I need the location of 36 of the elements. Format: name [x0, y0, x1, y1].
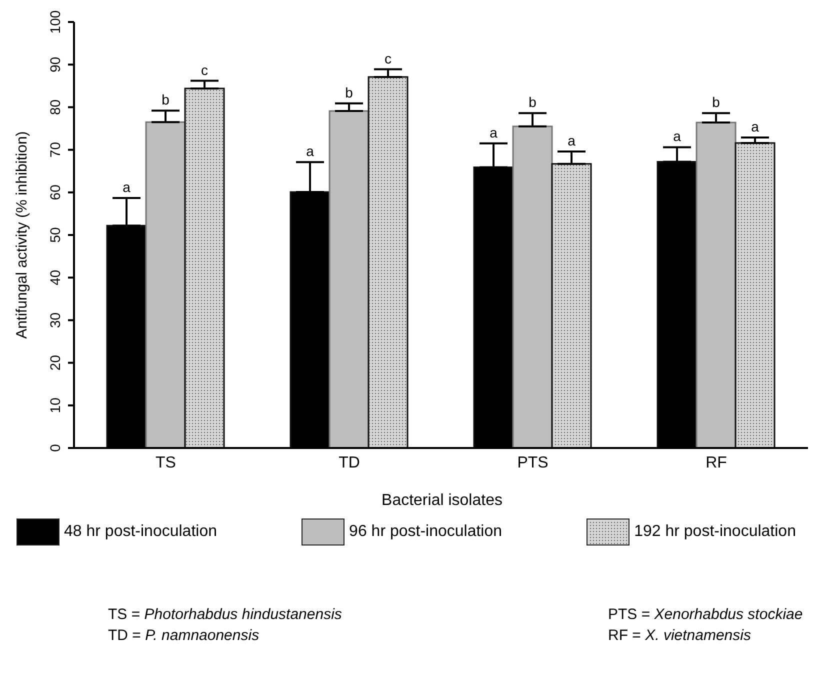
annotation: b [345, 84, 354, 100]
annotation: a [568, 132, 576, 149]
annotation: b [712, 94, 720, 110]
x-tick-label: PTS [517, 454, 548, 472]
text: RF = X. vietnamensis [607, 627, 752, 644]
y-tick-label: 30 [47, 312, 63, 328]
annotation: a [673, 128, 682, 144]
y-tick-label: 0 [47, 444, 63, 452]
y-tick-label: 60 [47, 184, 63, 200]
annotation: c [384, 50, 392, 66]
x-tick-label: RF [706, 454, 728, 472]
y-tick-label: 80 [47, 99, 63, 115]
y-tick-label: 20 [47, 354, 63, 371]
text: PTS = Xenorhabdus stockiae [607, 606, 804, 623]
y-tick-label: 50 [47, 227, 63, 243]
y-tick-label: 40 [47, 270, 63, 286]
y-tick-label: 10 [47, 397, 63, 414]
annotation: b [528, 94, 537, 110]
y-axis-title: Antifungal activity (% inhibition) [13, 131, 30, 339]
annotation: a [306, 143, 314, 160]
x-tick-label: TD [338, 454, 360, 472]
text: TD = P. namnaonensis [108, 627, 260, 644]
annotation: a [490, 124, 498, 140]
x-axis-title: Bacterial isolates [380, 492, 504, 510]
y-tick-label: 70 [47, 142, 63, 158]
y-tick-label: 100 [47, 10, 63, 34]
x-tick-label: TS [156, 454, 176, 472]
legend-label: 96 hr post-inoculation [349, 523, 502, 541]
y-tick-label: 90 [47, 56, 63, 72]
annotation: a [751, 118, 760, 134]
annotation: a [122, 178, 131, 195]
legend-label: 192 hr post-inoculation [634, 523, 796, 541]
annotation: c [201, 62, 208, 78]
text: TS = Photorhabdus hindustanensis [108, 606, 343, 623]
legend-label: 48 hr post-inoculation [64, 523, 217, 541]
annotation: b [162, 92, 170, 108]
